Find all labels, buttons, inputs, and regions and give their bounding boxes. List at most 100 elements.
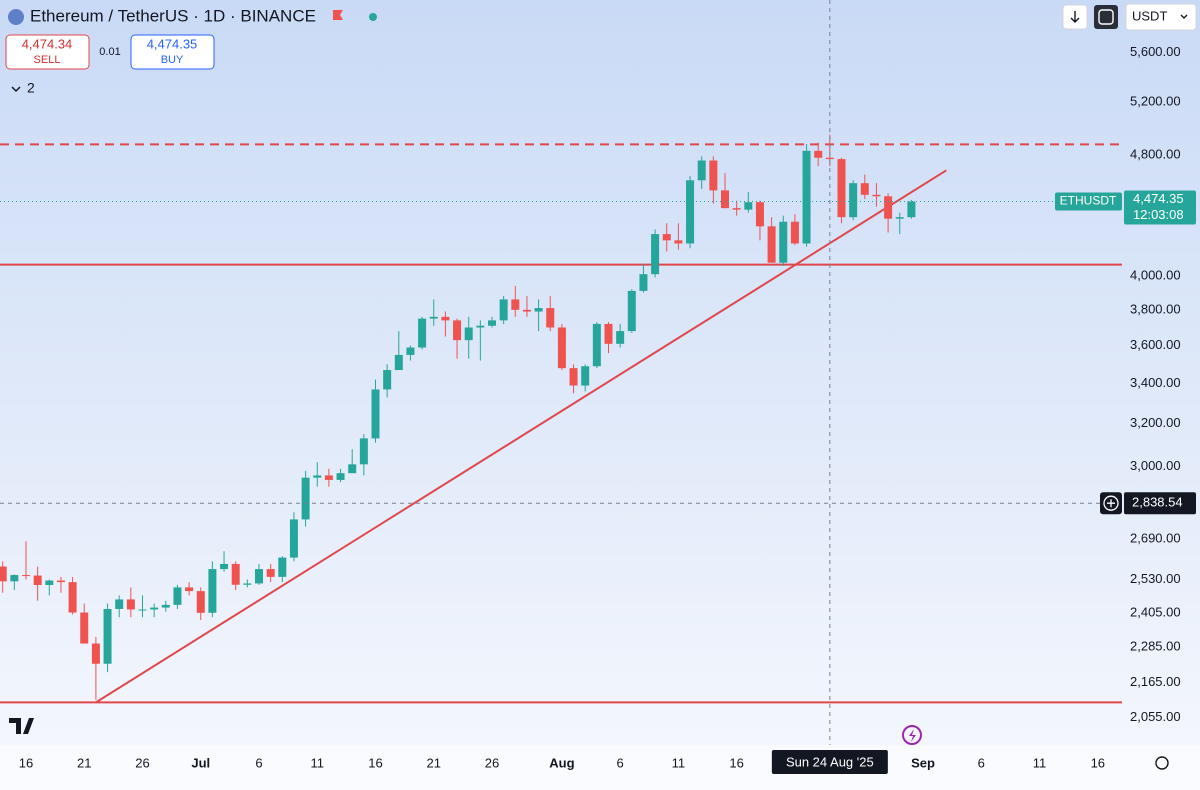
candle-body [33,575,42,586]
trend-line [95,169,947,704]
y-tick-label: 2,285.00 [1130,638,1181,653]
x-tick-label: 11 [1033,755,1047,770]
candle-body [522,309,531,312]
x-tick-label: 21 [77,755,91,770]
candle-body [313,475,322,478]
x-tick-label: 26 [485,755,499,770]
y-tick-label: 2,530.00 [1130,571,1181,586]
y-tick-label: 4,000.00 [1130,267,1181,282]
flag-icon[interactable] [333,10,343,20]
settings-icon[interactable] [1155,756,1169,770]
symbol-icon [8,9,24,25]
y-tick-label: 3,000.00 [1130,458,1181,473]
candle-body [849,183,858,218]
x-tick-label: 16 [729,755,743,770]
candle-body [371,389,380,439]
y-tick-label: 2,055.00 [1130,709,1181,724]
candle-body [662,234,671,241]
buy-button[interactable] [130,34,215,70]
y-tick-label: 2,405.00 [1130,605,1181,620]
candle-body [103,608,112,664]
y-tick-label: 5,600.00 [1130,44,1181,59]
y-tick-label: 5,200.00 [1130,93,1181,108]
candle-body [476,325,485,328]
x-tick-label: 16 [368,755,382,770]
swap-button[interactable] [1094,5,1118,29]
candle-body [115,599,124,609]
crosshair-date-label: Sun 24 Aug '25 [786,754,874,769]
candle-body [289,519,298,558]
candle-body [173,587,182,605]
collapse-icon[interactable] [11,86,21,93]
sell-button[interactable] [5,34,90,70]
lightning-icon[interactable] [902,725,922,745]
candle-body [418,318,427,348]
candle-body [10,575,19,582]
candle-body [802,150,811,244]
candle-body [755,202,764,227]
buy-price: 4,474.35 [147,36,198,51]
candle-body [324,475,333,480]
candle-body [383,370,392,390]
x-tick-label: 16 [19,755,33,770]
candle-body [220,563,229,570]
candle-body [721,190,729,209]
candle-body [56,580,65,583]
countdown: 12:03:08 [1133,207,1184,222]
candle-body [814,150,823,158]
candle-body [453,320,462,341]
candle-body [406,347,415,355]
currency-select[interactable] [1125,3,1197,31]
status-dot [369,13,377,21]
candle-body [884,196,893,219]
candle-body [208,569,217,613]
candle-body [592,323,601,367]
candle-body [581,366,590,386]
candle-body [534,308,543,312]
y-tick-label: 2,165.00 [1130,674,1181,689]
candle-body [231,563,240,585]
candle-body [569,368,578,386]
candle-body [639,274,648,291]
x-tick-label: Sep [911,755,935,770]
dropdown-icon [1180,14,1188,19]
x-tick-label: 26 [135,755,149,770]
candle-body [243,583,252,585]
crosshair-price-tag [1124,492,1196,515]
sell-label: SELL [34,54,61,66]
crosshair-price-label: 2,838.54 [1132,495,1183,510]
candle-body [790,221,799,244]
candle-body [0,566,7,582]
crosshair-add-icon [1103,495,1119,511]
candle-body [394,354,403,371]
candle-body [161,604,170,608]
candle-body [907,201,916,218]
symbol-tag [1055,192,1122,211]
time-axis-bg [0,745,1200,790]
candle-body [744,202,753,210]
spread: 0.01 [99,46,120,58]
last-price-label: 4,474.35 [1133,191,1184,206]
candle-body [301,477,310,520]
y-tick-label: 4,800.00 [1130,146,1181,161]
x-tick-label: 6 [255,755,262,770]
last-price-tag [1124,190,1196,225]
candle-body [336,473,345,480]
candle-body [686,180,695,244]
candle-body [359,438,368,465]
tv-logo-mark[interactable] [9,718,34,734]
candle-body [91,643,100,664]
candle-body [45,580,54,586]
download-icon [1070,11,1080,23]
candle-body [697,160,706,181]
candle-body [150,607,159,610]
x-tick-label: 11 [672,755,686,770]
candle-body [511,299,520,310]
x-tick-label: 16 [1091,755,1105,770]
candle-body [266,569,275,577]
crosshair-add-plus [1107,499,1115,508]
y-tick-label: 3,800.00 [1130,301,1181,316]
candle-body [860,183,869,195]
swap-icon [1098,9,1114,25]
